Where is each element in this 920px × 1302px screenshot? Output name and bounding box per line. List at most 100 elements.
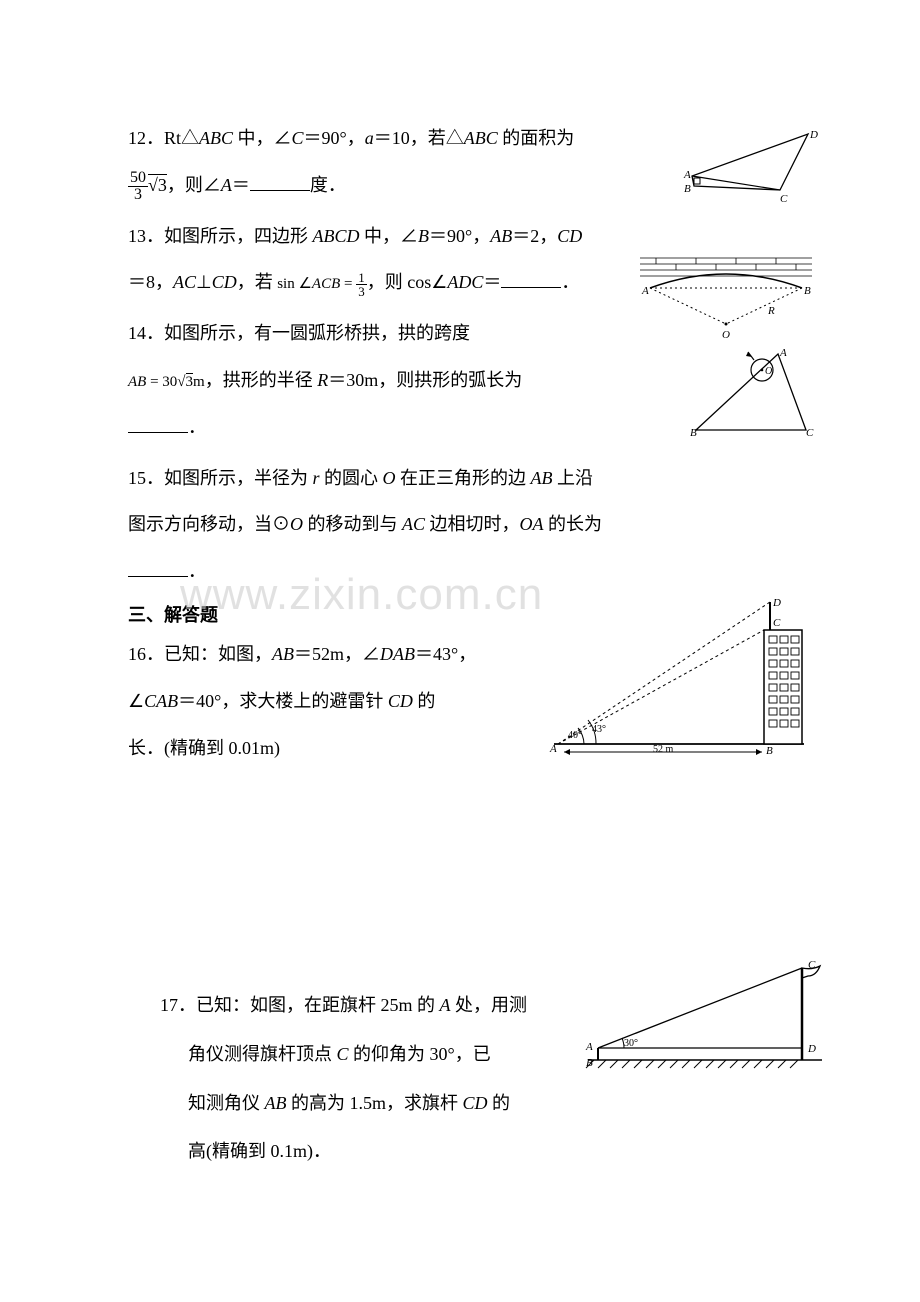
t: AB [265, 1093, 287, 1113]
t: 的 [413, 691, 436, 711]
t: 16．已知：如图， [128, 644, 272, 664]
svg-text:C: C [780, 193, 788, 205]
fraction: 50 3 [128, 170, 148, 203]
t: ＝40°，求大楼上的避雷针 [178, 691, 388, 711]
t: ＝8， [128, 272, 173, 292]
svg-text:O: O [722, 329, 730, 341]
t: O [290, 514, 303, 534]
t: AB [272, 644, 294, 664]
svg-text:B: B [684, 183, 691, 195]
figure-q15: B C A O [686, 346, 816, 440]
svg-text:A: A [585, 1041, 593, 1053]
denominator: 3 [128, 187, 148, 203]
t: 12．Rt△ [128, 128, 199, 148]
t: ． [561, 272, 579, 292]
t: 图示方向移动，当⊙ [128, 514, 290, 534]
blank [128, 559, 188, 577]
t: CAB [144, 691, 178, 711]
t: ABC [199, 128, 233, 148]
t: ＝ [483, 272, 501, 292]
t: AC [402, 514, 425, 534]
t: A [440, 995, 451, 1015]
t: 边相切时， [425, 514, 520, 534]
t: AC [173, 272, 196, 292]
svg-text:B: B [804, 285, 811, 297]
t: r [313, 468, 320, 488]
svg-text:O: O [765, 366, 772, 377]
svg-text:B: B [766, 745, 773, 756]
t: 17．已知：如图，在距旗杆 25m 的 [160, 995, 440, 1015]
t: CD [212, 272, 237, 292]
svg-text:C: C [808, 959, 816, 971]
t: ∠ [128, 691, 144, 711]
t: 的 [488, 1093, 511, 1113]
question-15: 15．如图所示，半径为 r 的圆心 O 在正三角形的边 AB 上沿 图示方向移动… [128, 455, 618, 595]
t: OA [520, 514, 544, 534]
svg-text:R: R [767, 305, 775, 317]
figure-q12: A B C D [680, 128, 820, 208]
t: CD [463, 1093, 488, 1113]
t: O [383, 468, 396, 488]
t: 中，∠ [233, 128, 292, 148]
svg-text:D: D [809, 129, 818, 141]
t: ，若 [237, 272, 278, 292]
t: ＝ [232, 175, 250, 195]
t: C [292, 128, 304, 148]
t: ADC [447, 272, 483, 292]
svg-text:D: D [772, 597, 781, 609]
question-16: 16．已知：如图，AB＝52m，∠DAB＝43°， ∠CAB＝40°，求大楼上的… [128, 631, 528, 771]
t: ＝10，若△ [374, 128, 464, 148]
t: ABC [464, 128, 498, 148]
t: 处，用测 [451, 995, 528, 1015]
svg-text:40°: 40° [568, 730, 582, 741]
q12-text: 12．Rt△ABC 中，∠C＝90°，a＝10，若△ABC 的面积为 [128, 128, 574, 148]
t: ＝90°， [429, 226, 490, 246]
t: 上沿 [553, 468, 594, 488]
t: ，拱形的半径 [205, 370, 318, 390]
svg-text:43°: 43° [592, 724, 606, 735]
t: AB [490, 226, 512, 246]
blank [501, 270, 561, 288]
t: 15．如图所示，半径为 [128, 468, 313, 488]
t: ACB [312, 276, 340, 292]
t: 度． [310, 175, 346, 195]
question-14: 14．如图所示，有一圆弧形桥拱，拱的跨度 AB = 30√3m，拱形的半径 R＝… [128, 310, 618, 450]
t: 的移动到与 [303, 514, 402, 534]
t: 长．(精确到 0.01m) [128, 738, 280, 758]
t: AB [531, 468, 553, 488]
t: ，则∠ [167, 175, 221, 195]
t: 13．如图所示，四边形 [128, 226, 313, 246]
question-13: 13．如图所示，四边形 ABCD 中，∠B＝90°，AB＝2，CD ＝8，AC⊥… [128, 213, 618, 307]
t: = [340, 276, 356, 292]
numerator: 1 [356, 271, 367, 285]
t: 高(精确到 0.1m)． [188, 1141, 331, 1161]
t: A [221, 175, 232, 195]
t: 知测角仪 [188, 1093, 265, 1113]
t: 14．如图所示，有一圆弧形桥拱，拱的跨度 [128, 323, 470, 343]
svg-text:B: B [690, 427, 697, 439]
figure-q16: A B C D 40° 43° 52 m [548, 596, 810, 756]
t: ＝2， [512, 226, 557, 246]
t: CD [557, 226, 582, 246]
t: 的长为 [544, 514, 603, 534]
t: 在正三角形的边 [396, 468, 531, 488]
t: R [317, 370, 328, 390]
t: sin ∠ [277, 276, 312, 292]
svg-text:A: A [641, 285, 649, 297]
blank [250, 173, 310, 191]
t: 角仪测得旗杆顶点 [188, 1044, 337, 1064]
t: a [365, 128, 374, 148]
t: ⊥ [196, 272, 212, 292]
t: ． [188, 417, 206, 437]
svg-text:B: B [586, 1057, 593, 1069]
t: B [418, 226, 429, 246]
svg-text:A: A [549, 743, 557, 755]
t: 中，∠ [360, 226, 419, 246]
t: ，则 cos∠ [367, 272, 448, 292]
t: ABCD [313, 226, 360, 246]
svg-text:D: D [807, 1043, 816, 1055]
t: ． [188, 561, 206, 581]
svg-text:C: C [773, 617, 781, 629]
denominator: 3 [356, 285, 367, 298]
t: ＝30m，则拱形的弧长为 [328, 370, 522, 390]
